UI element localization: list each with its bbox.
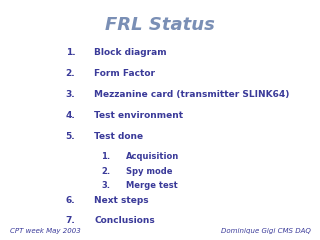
Text: 2.: 2. bbox=[66, 69, 75, 78]
Text: 5.: 5. bbox=[66, 132, 75, 140]
Text: Merge test: Merge test bbox=[126, 181, 178, 190]
Text: Conclusions: Conclusions bbox=[94, 216, 155, 225]
Text: 4.: 4. bbox=[66, 111, 75, 120]
Text: Test environment: Test environment bbox=[94, 111, 184, 120]
Text: Spy mode: Spy mode bbox=[126, 167, 173, 176]
Text: Mezzanine card (transmitter SLINK64): Mezzanine card (transmitter SLINK64) bbox=[94, 90, 290, 99]
Text: Form Factor: Form Factor bbox=[94, 69, 156, 78]
Text: 1.: 1. bbox=[101, 152, 110, 161]
Text: 7.: 7. bbox=[66, 216, 75, 225]
Text: Next steps: Next steps bbox=[94, 196, 149, 204]
Text: 3.: 3. bbox=[66, 90, 75, 99]
Text: Acquisition: Acquisition bbox=[126, 152, 180, 161]
Text: Dominique Gigi CMS DAQ: Dominique Gigi CMS DAQ bbox=[220, 228, 310, 234]
Text: Block diagram: Block diagram bbox=[94, 48, 167, 57]
Text: 6.: 6. bbox=[66, 196, 75, 204]
Text: 3.: 3. bbox=[101, 181, 110, 190]
Text: 1.: 1. bbox=[66, 48, 75, 57]
Text: FRL Status: FRL Status bbox=[105, 16, 215, 34]
Text: CPT week May 2003: CPT week May 2003 bbox=[10, 228, 80, 234]
Text: 2.: 2. bbox=[101, 167, 110, 176]
Text: Test done: Test done bbox=[94, 132, 144, 140]
